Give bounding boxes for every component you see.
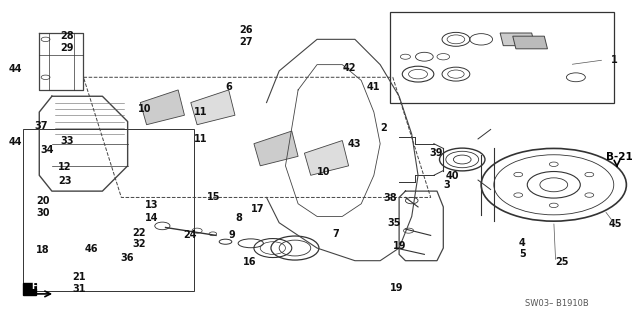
- Text: 44: 44: [9, 137, 22, 147]
- Text: 34: 34: [40, 145, 54, 155]
- Text: 2: 2: [380, 123, 387, 133]
- Text: B-21: B-21: [606, 152, 633, 162]
- Text: 25: 25: [556, 257, 569, 267]
- Polygon shape: [500, 33, 535, 46]
- Polygon shape: [254, 131, 298, 166]
- Text: 16: 16: [243, 257, 256, 267]
- Text: 18: 18: [36, 245, 50, 255]
- Text: 29: 29: [60, 43, 74, 53]
- Text: 11: 11: [194, 107, 207, 117]
- Text: 4: 4: [519, 238, 526, 248]
- Text: 31: 31: [72, 284, 86, 294]
- Text: 19: 19: [393, 241, 406, 251]
- Text: 24: 24: [183, 230, 196, 240]
- Polygon shape: [305, 141, 349, 175]
- Text: 17: 17: [251, 204, 264, 213]
- Text: 36: 36: [120, 253, 134, 263]
- Text: 7: 7: [333, 229, 340, 239]
- Text: 6: 6: [225, 82, 232, 92]
- Polygon shape: [24, 283, 36, 295]
- Text: 38: 38: [383, 193, 397, 203]
- Text: 8: 8: [235, 213, 242, 223]
- Text: 23: 23: [58, 176, 72, 186]
- Text: SW03– B1910B: SW03– B1910B: [525, 299, 589, 308]
- Text: 5: 5: [519, 249, 526, 259]
- Text: 32: 32: [132, 239, 146, 249]
- Text: 39: 39: [429, 148, 443, 158]
- Bar: [390, 12, 614, 103]
- Text: FR.: FR.: [31, 282, 47, 291]
- Text: 35: 35: [388, 218, 401, 228]
- Text: 10: 10: [317, 167, 330, 177]
- Text: 37: 37: [34, 121, 48, 131]
- Polygon shape: [513, 36, 547, 49]
- Text: 43: 43: [348, 139, 361, 149]
- Text: 14: 14: [145, 213, 159, 223]
- Text: 27: 27: [239, 37, 252, 47]
- Text: 13: 13: [145, 200, 159, 210]
- Text: 45: 45: [609, 219, 622, 229]
- Bar: [24, 130, 194, 291]
- Text: 1: 1: [611, 55, 618, 65]
- Text: 20: 20: [36, 196, 50, 206]
- Text: 28: 28: [60, 31, 74, 41]
- Polygon shape: [191, 90, 235, 125]
- Text: 12: 12: [58, 162, 72, 172]
- Text: 19: 19: [390, 283, 403, 293]
- Text: 41: 41: [366, 82, 380, 93]
- Text: 40: 40: [445, 171, 459, 181]
- Text: 33: 33: [60, 136, 74, 146]
- Text: 11: 11: [194, 134, 207, 144]
- Text: 42: 42: [342, 63, 356, 73]
- Text: 46: 46: [84, 244, 98, 254]
- Text: 44: 44: [9, 64, 22, 74]
- Text: 26: 26: [239, 25, 252, 35]
- Text: 21: 21: [72, 272, 86, 282]
- Text: 3: 3: [444, 180, 450, 190]
- Text: 15: 15: [207, 192, 220, 203]
- Text: 22: 22: [132, 228, 146, 238]
- Text: 30: 30: [36, 208, 50, 218]
- Text: 9: 9: [228, 230, 236, 241]
- Text: 10: 10: [138, 104, 152, 114]
- Polygon shape: [140, 90, 184, 125]
